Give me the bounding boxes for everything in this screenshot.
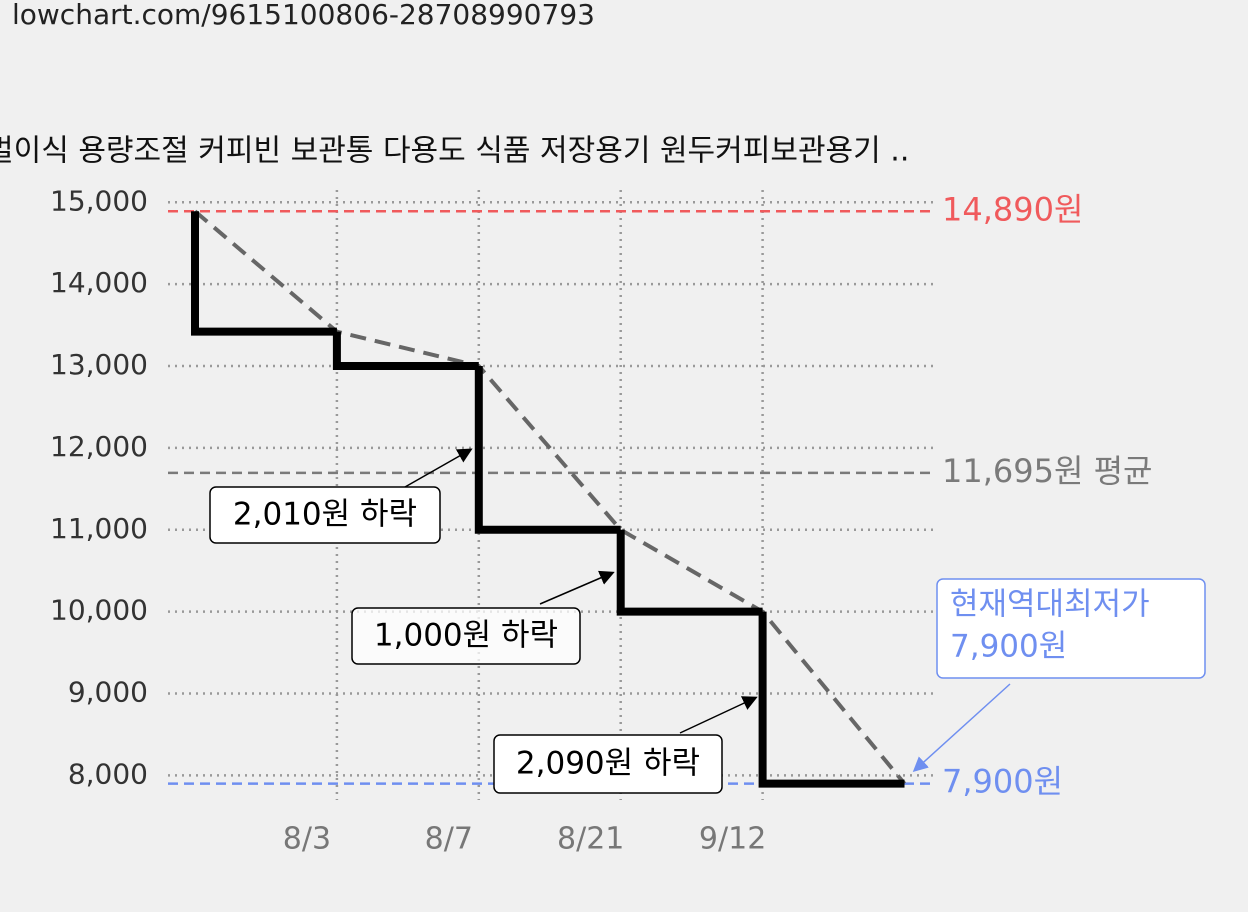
annotation-box: [351, 607, 581, 665]
y-tick-label: 11,000: [50, 512, 148, 545]
step-segment: [332, 331, 479, 371]
low-note-text: 7,900원: [950, 629, 1067, 665]
annotation-arrow: [539, 570, 615, 605]
step-segment: [616, 529, 763, 616]
y-tick-label: 15,000: [50, 184, 148, 217]
step-segment: [758, 611, 905, 788]
x-tick-label: 8/7: [425, 822, 473, 857]
step-segment: [474, 366, 621, 534]
low-note-box: [936, 578, 1206, 679]
y-tick-label: 13,000: [50, 348, 148, 381]
y-tick-label: 8,000: [68, 757, 148, 790]
y-tick-label: 9,000: [68, 676, 148, 709]
low-note-arrow: [912, 683, 1011, 773]
annotation-text: 2,010원 하락: [233, 497, 417, 533]
x-tick-label: 8/3: [283, 822, 331, 857]
low-note-text: 현재역대최저가: [950, 587, 1150, 623]
annotation-box: [493, 734, 723, 794]
annotation-arrow: [679, 696, 758, 734]
step-segment: [191, 211, 337, 336]
x-tick-label: 9/12: [699, 822, 766, 857]
y-tick-label: 14,000: [50, 266, 148, 299]
y-tick-label: 10,000: [50, 594, 148, 627]
chart-title: 멀이식 용량조절 커피빈 보관통 다용도 식품 저장용기 원두커피보관용기 ..: [0, 134, 909, 169]
annotation-text: 2,090원 하락: [516, 746, 700, 782]
annotation-arrow: [404, 448, 473, 488]
x-tick-label: 8/21: [557, 822, 624, 857]
reference-label: 11,695원 평균: [942, 452, 1152, 490]
reference-label: 7,900원: [942, 763, 1063, 801]
trend-line: [193, 209, 907, 785]
reference-label: 14,890원: [942, 190, 1083, 228]
y-tick-label: 12,000: [50, 430, 148, 463]
annotation-text: 1,000원 하락: [374, 618, 558, 654]
url: lowchart.com/9615100806-28708990793: [12, 0, 595, 31]
annotation-box: [209, 486, 441, 544]
